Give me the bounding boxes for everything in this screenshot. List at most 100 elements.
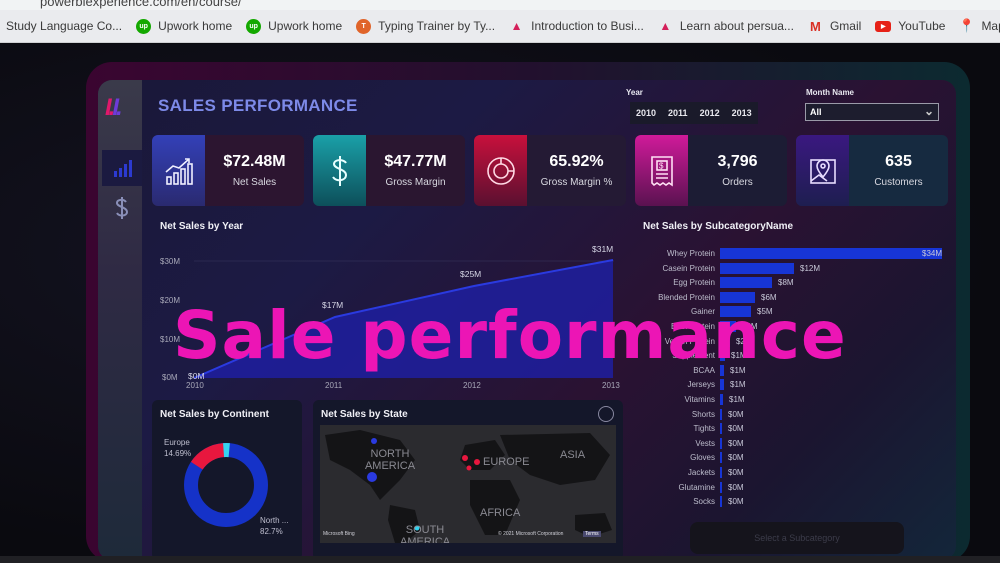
bar-row[interactable]: Vegan Protein $2M (602, 335, 752, 347)
month-dropdown-value: All (810, 107, 822, 117)
bar-row[interactable]: Egg Protein $8M (602, 277, 794, 289)
area-chart (193, 259, 614, 379)
bar-row[interactable]: Gloves $0M (602, 452, 744, 464)
bookmark-label: Typing Trainer by Ty... (378, 19, 496, 33)
bar-row[interactable]: Casein Protein $12M (602, 262, 821, 274)
nav-finance-page[interactable] (102, 190, 142, 226)
x-tick: 2012 (463, 381, 481, 390)
year-option-2013[interactable]: 2013 (731, 108, 752, 118)
kpi-label: Gross Margin % (540, 177, 613, 188)
bar-label: Gloves (690, 453, 715, 463)
terms-link[interactable]: Terms (583, 531, 601, 537)
kpi-value: $47.77M (384, 153, 447, 170)
y-tick: $20M (160, 296, 181, 305)
bar (720, 423, 722, 435)
upwork-icon: up (136, 18, 152, 34)
bookmark-upwork-1[interactable]: up Upwork home (136, 18, 232, 34)
map-label-africa: AFRICA (480, 507, 521, 519)
kpi-customers: 635 Customers (796, 135, 948, 206)
bookmark-label: Introduction to Busi... (531, 19, 644, 33)
gmail-icon: M (810, 18, 821, 34)
kpi-label: Gross Margin (385, 177, 446, 188)
bar-value: $12M (800, 263, 821, 273)
world-map (325, 430, 612, 543)
select-subcategory-button[interactable]: Select a Subcategory (690, 522, 904, 554)
bar-row[interactable]: Glutamine $0M (602, 481, 744, 493)
bar-row[interactable]: Vitamins $1M (602, 394, 745, 405)
continent-card (152, 400, 302, 560)
bar-label: Gainer (690, 307, 715, 317)
donut-label-europe: Europe (164, 438, 190, 447)
kpi-value: 65.92% (549, 153, 604, 170)
bookmark-label: YouTube (898, 19, 946, 33)
bar-row[interactable]: Tights $0M (602, 423, 744, 435)
focus-mode-icon[interactable] (598, 406, 614, 422)
page-title: SALES PERFORMANCE (158, 96, 358, 115)
bar-label: BCAA (693, 365, 715, 375)
bookmark-maps[interactable]: 📍 Maps (959, 18, 1000, 34)
bar-row[interactable]: Beef Protein $3M (602, 321, 758, 332)
growth-chart-icon (164, 157, 193, 185)
map-label-south-america: SOUTH AMERICA (400, 524, 451, 543)
kpi-icon-box (796, 135, 849, 206)
bar-row[interactable]: Socks $0M (602, 496, 744, 508)
bookmark-gmail[interactable]: M Gmail (808, 19, 861, 34)
bar-value: $8M (778, 278, 794, 288)
bar-label: Vests (695, 438, 715, 448)
address-bar[interactable]: powerbiexperience.com/en/course/ (0, 0, 1000, 10)
sales-map[interactable]: NORTH AMERICA EUROPE ASIA AFRICA SOUTH A… (320, 425, 616, 543)
bar-row[interactable]: Whey Protein $34M (602, 248, 942, 259)
bar-value: $0M (728, 409, 744, 419)
bar-label: Tights (693, 424, 716, 434)
subcategory-bar-chart: Whey Protein $34M Casein Protein $12M Egg … (602, 248, 952, 513)
bookmark-label: Study Language Co... (6, 19, 123, 33)
youtube-icon: ▶ (875, 20, 892, 32)
bar-row[interactable]: BCAA $1M (602, 364, 746, 376)
bar-value: $2M (736, 336, 752, 346)
typing-trainer-icon: T (356, 18, 372, 34)
video-bottom-bar (0, 556, 1000, 563)
bar-row[interactable]: Blended Protein $6M (602, 291, 777, 303)
year-option-2012[interactable]: 2012 (699, 108, 720, 118)
dashboard-panel: I.I. SALES PERFORMANCE Year 2010 2011 20… (98, 80, 956, 560)
bookmark-persuasion[interactable]: ▲ Learn about persua... (658, 19, 794, 34)
bookmark-youtube[interactable]: ▶ YouTube (875, 19, 945, 33)
bar-value: $0M (728, 424, 744, 434)
bookmark-label: Gmail (829, 19, 862, 33)
sales-chart-icon (114, 160, 132, 177)
data-label: $17M (322, 300, 344, 310)
nav-sales-page[interactable] (102, 150, 142, 186)
net-sales-by-state-title: Net Sales by State (321, 409, 408, 420)
bar-row[interactable]: Gainer $5M (602, 306, 773, 318)
bookmark-upwork-2[interactable]: up Upwork home (246, 18, 342, 34)
data-label: $25M (460, 269, 482, 279)
kpi-gross-margin: $47.77M Gross Margin (313, 135, 465, 206)
bar-row[interactable]: Supplement $1M (602, 350, 747, 362)
bookmark-intro-business[interactable]: ▲ Introduction to Busi... (509, 19, 644, 34)
bar (720, 452, 722, 464)
bar (720, 335, 730, 347)
bar-label: Blended Protein (658, 292, 715, 302)
donut-label-north-america: North ... (260, 516, 289, 525)
bookmark-typing-trainer[interactable]: T Typing Trainer by Ty... (356, 18, 496, 34)
bar-label: Casein Protein (662, 263, 715, 273)
bar-row[interactable]: Shorts $0M (602, 408, 744, 420)
bar-label: Shorts (691, 409, 715, 419)
bookmark-study-language[interactable]: Study Language Co... (6, 19, 122, 33)
year-slicer: 2010 2011 2012 2013 (630, 102, 758, 124)
net-sales-by-year-title: Net Sales by Year (160, 221, 244, 232)
bookmarks-bar: Study Language Co... up Upwork home up Upw… (0, 10, 1000, 43)
bar-row[interactable]: Jackets $0M (602, 467, 744, 478)
year-slicer-label: Year (626, 88, 643, 97)
donut-pct-europe: 14.69% (164, 449, 192, 458)
svg-text:$: $ (659, 161, 664, 170)
month-dropdown[interactable]: All ⌄ (805, 103, 939, 121)
kpi-value: 3,796 (717, 153, 758, 170)
year-option-2010[interactable]: 2010 (636, 108, 657, 118)
bar (720, 262, 794, 274)
bookmark-label: Maps (981, 19, 1000, 33)
bar-row[interactable]: Vests $0M (602, 437, 744, 449)
bar-row[interactable]: Jerseys $1M (602, 379, 746, 391)
kpi-net-sales: $72.48M Net Sales (152, 135, 304, 206)
year-option-2011[interactable]: 2011 (668, 108, 688, 118)
